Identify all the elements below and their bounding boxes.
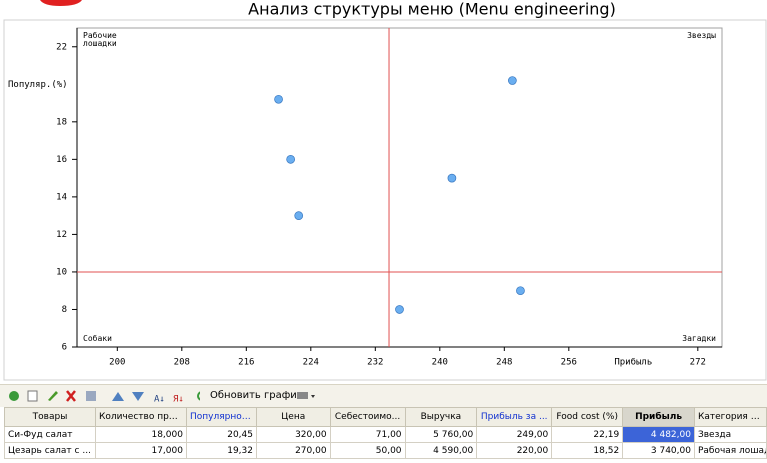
logo [40,0,82,6]
x-tick-label: 216 [238,358,254,368]
copy-button[interactable] [27,390,38,402]
table-cell[interactable]: 17,000 [94,442,187,459]
sort-desc-button[interactable]: Я↓ [173,395,184,405]
x-tick-label: 208 [174,358,190,368]
x-tick-label: 224 [303,358,319,368]
toolbar: A↓ Я↓ Обновить график [0,384,767,407]
table-cell[interactable]: 50,00 [329,442,406,459]
table-cell[interactable]: 4 482,00 [622,426,695,443]
table-row[interactable]: Цезарь салат с ... 17,000 19,32 270,00 50,00… [4,442,767,459]
table-cell[interactable]: 320,00 [255,426,331,443]
table-cell[interactable]: 20,45 [185,426,257,443]
point [447,173,457,183]
x-tick-label: 272 [690,358,706,368]
y-tick-label: 14 [56,192,67,202]
chart-title: Анализ структуры меню (Menu engineering) [248,0,616,19]
add-button[interactable] [9,391,19,401]
point [286,155,296,164]
up-button[interactable] [112,392,124,401]
quadrant-label: Звезды [687,31,716,40]
quadrant-label: Загадки [682,334,716,343]
x-tick-label: 232 [367,358,383,368]
point [274,94,283,104]
y-tick-label: 22 [56,42,67,52]
data-table: Товары Количество прод... Популярност... Це… [4,407,767,459]
point [516,286,525,296]
column-header[interactable]: Food cost (%) [551,407,624,427]
y-tick-label: 12 [56,230,67,240]
table-cell[interactable]: 4 590,00 [404,442,478,459]
x-axis-label: Прибыль [614,357,652,368]
print-button[interactable] [294,385,318,407]
table-cell[interactable]: 71,00 [329,426,406,443]
table-cell[interactable]: 18,000 [94,426,187,443]
column-header[interactable]: Количество прод... [94,407,187,427]
chart-border [3,19,767,381]
delete-button[interactable] [66,390,76,402]
column-header[interactable]: Себестоимо... [329,407,406,427]
toolbar-icons: A↓ Я↓ [9,390,200,405]
down-button[interactable] [132,392,144,401]
table-row[interactable]: Си-Фуд салат 18,000 20,45 320,00 71,00 5 760,… [4,426,767,443]
sort-asc-button[interactable]: A↓ [154,395,165,405]
chart: Анализ структуры меню (Menu engineering)… [3,0,767,381]
refresh-button[interactable]: Обновить график [210,390,303,401]
table-cell[interactable]: 249,00 [476,426,553,443]
table-cell[interactable]: Си-Фуд салат [4,426,96,443]
point [294,211,304,220]
table-cell[interactable]: 22,19 [551,426,624,443]
table-cell[interactable]: 19,32 [185,442,257,459]
y-tick-label: 6 [62,343,67,353]
column-header[interactable]: Популярност... [185,407,257,427]
column-header[interactable]: Прибыль [622,407,695,427]
table-cell[interactable]: Звезда [693,426,767,443]
column-header[interactable]: Прибыль за ... [476,407,553,427]
table-cell[interactable]: 220,00 [476,442,553,459]
column-header[interactable]: Выручка [404,407,478,427]
y-axis-label: Популяр.(%) [8,80,68,90]
table-cell[interactable]: 18,52 [551,442,624,459]
table-cell[interactable]: 3 740,00 [622,442,695,459]
quadrant-label: Собаки [83,334,112,343]
x-tick-label: 256 [561,358,577,368]
y-tick-label: 18 [56,117,67,127]
y-tick-label: 16 [56,155,67,165]
save-button[interactable] [86,391,96,401]
x-tick-label: 200 [109,358,125,368]
refresh-icon[interactable] [197,391,200,401]
x-tick-label: 240 [432,358,448,368]
x-tick-label: 248 [496,358,512,368]
table-cell[interactable]: 5 760,00 [404,426,478,443]
y-tick-label: 10 [56,267,67,277]
table-cell[interactable]: Цезарь салат с ... [4,442,96,459]
column-header[interactable]: Цена [255,407,331,427]
point [508,76,517,85]
column-header[interactable]: Товары [4,407,96,427]
y-tick-label: 8 [62,305,67,315]
point [395,305,404,314]
column-header[interactable]: Категория пози [693,407,767,427]
table-cell[interactable]: Рабочая лошадь [693,442,767,459]
table-cell[interactable]: 270,00 [255,442,331,459]
quadrant-label: Рабочие лошадки [83,31,117,48]
plot-frame [76,27,723,348]
edit-button[interactable] [48,391,58,401]
